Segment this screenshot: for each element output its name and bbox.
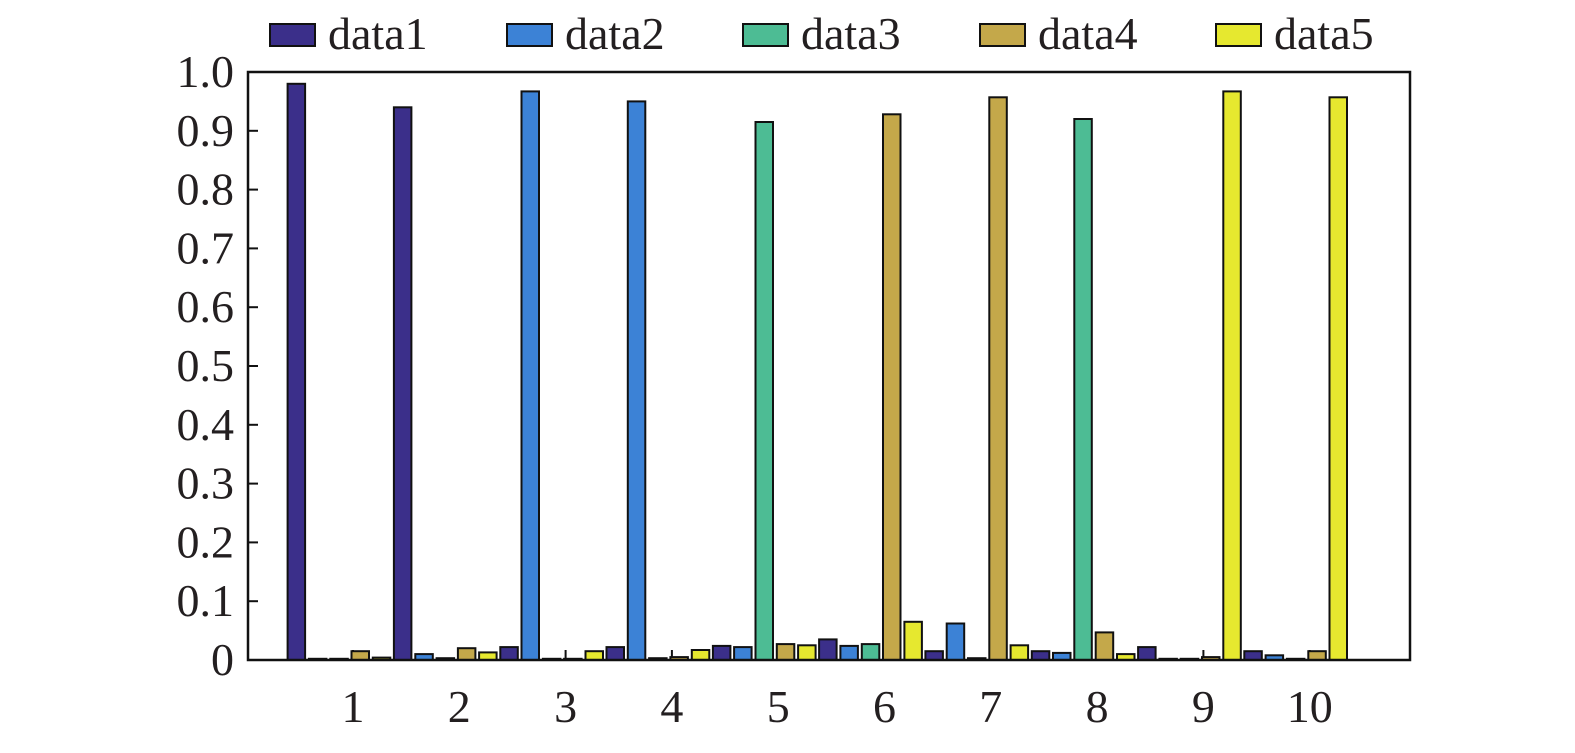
legend-item-data3: data3 [742,8,901,59]
y-axis: 0 0.1 0.2 0.3 0.4 0.5 0.6 0.7 0.8 0.9 1.0 [177,46,258,685]
bar-data3-8 [1073,118,1093,661]
bar-data5-6 [903,620,923,661]
bar-data1-4 [605,646,625,661]
y-tick-label: 0.6 [177,281,235,332]
bar-data1-6 [818,638,838,662]
x-axis: 1 2 3 4 5 6 7 8 9 10 [342,650,1333,732]
legend-item-data5: data5 [1215,8,1374,59]
bars [286,82,1348,662]
x-tick-label: 9 [1192,681,1215,732]
x-tick-label: 3 [554,681,577,732]
bar-data2-5 [733,646,753,661]
bar-data2-3 [520,90,540,661]
y-tick-label: 0.7 [177,222,235,273]
x-tick-label: 1 [342,681,365,732]
legend-swatch [506,23,553,47]
bar-data1-10 [1243,650,1263,662]
y-tick-label: 0.3 [177,458,235,509]
x-tick-label: 4 [660,681,683,732]
bar-data4-2 [456,647,477,662]
legend-label: data5 [1274,8,1374,59]
bar-data1-8 [1030,650,1051,662]
legend-item-data2: data2 [506,8,665,59]
y-tick-label: 0.1 [177,575,235,626]
x-tick-label: 2 [448,681,471,732]
legend-label: data1 [328,8,428,59]
bar-data5-3 [584,650,604,662]
y-tick-label: 0.5 [177,340,235,391]
legend-swatch [979,23,1026,47]
bar-data2-4 [626,100,647,661]
bar-data3-6 [860,643,881,661]
bar-data2-7 [945,622,966,661]
legend-swatch [1215,23,1262,47]
legend-swatch [269,23,316,47]
bar-data3-5 [754,121,774,661]
bar-data4-6 [882,113,902,662]
bar-data5-4 [690,649,711,661]
bar-data1-9 [1137,646,1157,661]
x-tick-label: 10 [1287,681,1333,732]
bar-data1-2 [392,106,413,662]
x-tick-label: 6 [873,681,896,732]
plot-frame [246,70,1412,662]
y-tick-label: 0.8 [177,164,235,215]
bar-data4-5 [775,643,796,661]
bar-data4-10 [1307,650,1327,662]
legend-label: data3 [801,8,901,59]
legend-label: data4 [1038,8,1138,59]
legend-item-data4: data4 [979,8,1138,59]
legend-swatch [742,23,789,47]
bar-data5-9 [1222,90,1242,661]
y-tick-label: 0.9 [177,105,235,156]
bar-data4-7 [988,96,1008,662]
bar-data5-10 [1328,96,1348,662]
bar-data1-7 [924,650,944,662]
y-tick-label: 0 [211,634,234,685]
x-tick-label: 7 [979,681,1002,732]
bar-data5-5 [797,644,817,661]
legend-label: data2 [565,8,665,59]
x-tick-label: 8 [1086,681,1109,732]
legend-item-data1: data1 [269,8,428,59]
legend: data1 data2 data3 data4 data5 [269,8,1374,59]
bar-data1-5 [711,644,732,662]
bar-data2-6 [839,644,859,662]
y-tick-label: 0.2 [177,516,235,567]
y-tick-label: 1.0 [177,46,235,97]
bar-data1-1 [286,82,307,662]
x-tick-label: 5 [767,681,790,732]
bar-data4-8 [1094,631,1115,662]
y-tick-label: 0.4 [177,399,235,450]
bar-data5-7 [1009,644,1030,661]
bar-data1-3 [499,646,519,661]
bar-data4-1 [350,650,370,662]
